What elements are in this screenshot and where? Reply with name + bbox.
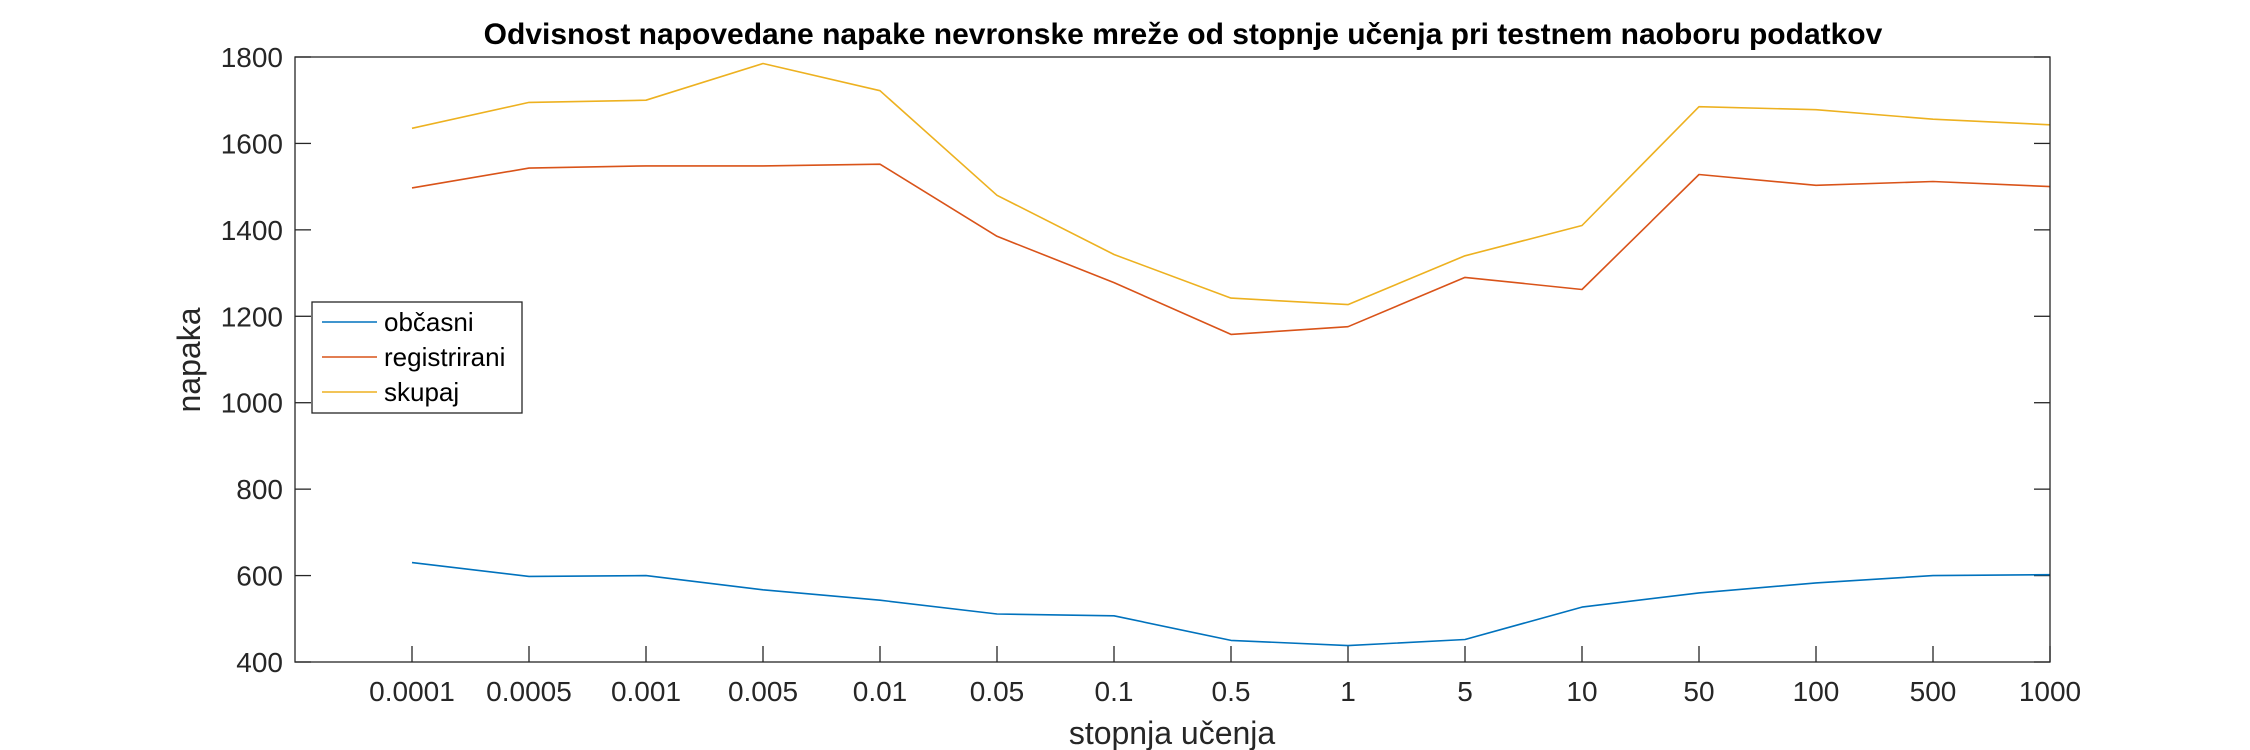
legend-label: skupaj <box>384 377 459 407</box>
x-tick-label: 0.0005 <box>486 676 572 707</box>
x-tick-label: 5 <box>1457 676 1473 707</box>
y-tick-label: 1400 <box>221 215 283 246</box>
x-tick-label: 50 <box>1683 676 1714 707</box>
legend: občasni registrirani skupaj <box>311 301 523 414</box>
x-tick-label: 0.5 <box>1212 676 1251 707</box>
series-line-2 <box>411 62 2051 306</box>
x-tick-label: 0.05 <box>970 676 1025 707</box>
legend-label: registrirani <box>384 342 505 372</box>
y-tick-label: 1800 <box>221 42 283 73</box>
ticks-layer: 400 600 800 1000 1200 1400 1600 1800 0.0001 0.000… <box>221 42 2081 707</box>
x-tick-label: 0.01 <box>853 676 908 707</box>
series-line-1 <box>411 163 2051 336</box>
x-tick-label: 1000 <box>2019 676 2081 707</box>
x-tick-label: 500 <box>1910 676 1957 707</box>
x-tick-label: 0.1 <box>1095 676 1134 707</box>
y-axis-label: napaka <box>171 307 207 412</box>
x-tick-label: 10 <box>1566 676 1597 707</box>
x-tick-label: 100 <box>1793 676 1840 707</box>
plot-area-frame <box>294 56 2051 663</box>
y-tick-label: 1000 <box>221 388 283 419</box>
y-tick-label: 400 <box>236 647 283 678</box>
series-line-0 <box>411 561 2051 647</box>
chart-title: Odvisnost napovedane napake nevronske mr… <box>484 18 1883 51</box>
y-tick-label: 1600 <box>221 128 283 159</box>
legend-label: občasni <box>384 307 474 337</box>
series-layer <box>411 62 2051 647</box>
x-tick-label: 1 <box>1340 676 1356 707</box>
y-tick-label: 800 <box>236 474 283 505</box>
x-tick-label: 0.005 <box>728 676 798 707</box>
x-axis-label: stopnja učenja <box>1069 715 1276 750</box>
x-tick-label: 0.001 <box>611 676 681 707</box>
y-tick-label: 600 <box>236 561 283 592</box>
x-tick-label: 0.0001 <box>369 676 455 707</box>
y-tick-label: 1200 <box>221 301 283 332</box>
